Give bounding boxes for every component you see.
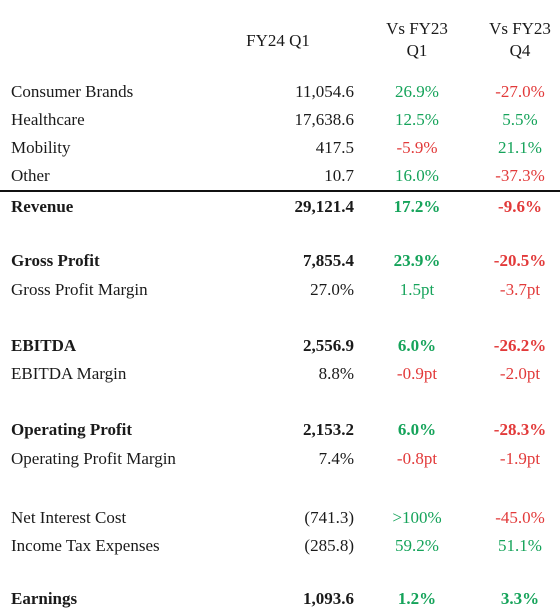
row-label: Other [11,166,50,185]
row-vs-fy23-q1: 12.5% [395,110,439,129]
row-vs-fy23-q1: 16.0% [395,166,439,185]
row-vs-fy23-q4: -37.3% [495,166,545,185]
header-vs-fy23-q4-line1: Vs FY23 [489,19,551,38]
header-vs-fy23-q4: Vs FY23 Q4 [480,18,560,62]
row-vs-fy23-q1: 59.2% [395,536,439,555]
row-label: Gross Profit [11,251,100,270]
row-vs-fy23-q4: -1.9pt [499,449,541,468]
row-vs-fy23-q4: -20.5% [493,251,547,270]
row-vs-fy23-q1: 6.0% [397,420,437,439]
row-value-fy24-q1: 2,153.2 [303,420,354,439]
row-vs-fy23-q1: 6.0% [397,336,437,355]
row-value-fy24-q1: 1,093.6 [303,589,354,608]
header-vs-fy23-q4-line2: Q4 [509,41,531,60]
row-vs-fy23-q1: 23.9% [393,251,441,270]
row-value-fy24-q1: (741.3) [304,508,354,527]
row-value-fy24-q1: (285.8) [304,536,354,555]
header-vs-fy23-q1-line1: Vs FY23 [386,19,448,38]
table-row: Income Tax Expenses (285.8) 59.2% 51.1% [0,534,560,558]
table-row: Gross Profit 7,855.4 23.9% -20.5% [0,249,560,273]
row-vs-fy23-q4: -9.6% [498,197,542,216]
row-vs-fy23-q1: >100% [392,508,442,527]
row-vs-fy23-q1: 17.2% [393,197,441,216]
row-vs-fy23-q4: -2.0pt [499,364,541,383]
row-value-fy24-q1: 8.8% [318,364,354,383]
row-label: Net Interest Cost [11,508,127,527]
row-value-fy24-q1: 7,855.4 [303,251,354,270]
row-vs-fy23-q4: -27.0% [495,82,545,101]
row-vs-fy23-q1: -5.9% [396,138,438,157]
row-value-fy24-q1: 10.7 [324,166,354,185]
row-vs-fy23-q4: -45.0% [495,508,545,527]
table-row: Mobility 417.5 -5.9% 21.1% [0,136,560,160]
table-row: Revenue 29,121.4 17.2% -9.6% [0,195,560,219]
row-label: Operating Profit [11,420,133,439]
row-label: Income Tax Expenses [11,536,160,555]
revenue-divider [0,190,560,192]
table-row: Operating Profit Margin 7.4% -0.8pt -1.9pt [0,447,560,471]
table-row: EBITDA Margin 8.8% -0.9pt -2.0pt [0,362,560,386]
row-vs-fy23-q4: 5.5% [502,110,538,129]
table-row: EBITDA 2,556.9 6.0% -26.2% [0,334,560,358]
row-value-fy24-q1: 11,054.6 [295,82,354,101]
header-vs-fy23-q1: Vs FY23 Q1 [373,18,461,62]
row-vs-fy23-q4: 3.3% [500,589,540,608]
table-row: Consumer Brands 11,054.6 26.9% -27.0% [0,80,560,104]
row-value-fy24-q1: 417.5 [315,138,354,157]
row-vs-fy23-q4: -28.3% [493,420,547,439]
table-row: Net Interest Cost (741.3) >100% -45.0% [0,506,560,530]
row-vs-fy23-q4: -3.7pt [499,280,541,299]
row-vs-fy23-q4: 21.1% [498,138,542,157]
row-label: EBITDA Margin [11,364,127,383]
table-row: Healthcare 17,638.6 12.5% 5.5% [0,108,560,132]
header-vs-fy23-q1-line2: Q1 [406,41,428,60]
row-value-fy24-q1: 27.0% [310,280,354,299]
row-vs-fy23-q4: 51.1% [498,536,542,555]
header-fy24-q1: FY24 Q1 [246,31,310,50]
row-label: Gross Profit Margin [11,280,148,299]
row-vs-fy23-q1: -0.9pt [396,364,438,383]
row-value-fy24-q1: 17,638.6 [294,110,355,129]
row-vs-fy23-q1: 1.2% [397,589,437,608]
row-label: Mobility [11,138,71,157]
row-vs-fy23-q1: 1.5pt [399,280,435,299]
row-value-fy24-q1: 2,556.9 [303,336,354,355]
row-vs-fy23-q1: -0.8pt [396,449,438,468]
row-vs-fy23-q1: 26.9% [395,82,439,101]
table-row: Earnings 1,093.6 1.2% 3.3% [0,587,560,611]
table-row: Gross Profit Margin 27.0% 1.5pt -3.7pt [0,278,560,302]
row-label: Healthcare [11,110,85,129]
table-row: Operating Profit 2,153.2 6.0% -28.3% [0,418,560,442]
table-row: Other 10.7 16.0% -37.3% [0,164,560,188]
row-label: Operating Profit Margin [11,449,176,468]
row-label: Consumer Brands [11,82,134,101]
row-label: Revenue [11,197,74,216]
row-value-fy24-q1: 7.4% [318,449,354,468]
row-label: Earnings [11,589,78,608]
row-value-fy24-q1: 29,121.4 [294,197,355,216]
row-label: EBITDA [11,336,77,355]
row-vs-fy23-q4: -26.2% [493,336,547,355]
